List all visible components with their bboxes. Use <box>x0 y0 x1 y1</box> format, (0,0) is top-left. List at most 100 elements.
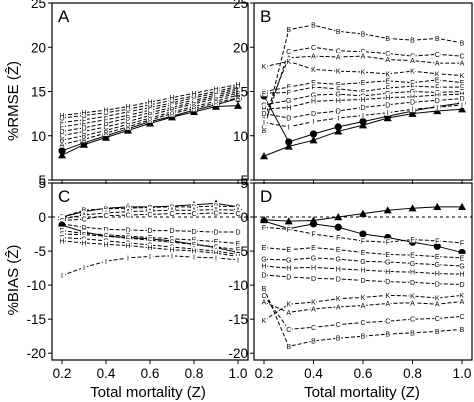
data-point-bg <box>360 91 366 99</box>
series-h: H H H H H H H H H <box>59 80 241 120</box>
series-i: I I I I I I I I I <box>59 251 241 280</box>
data-point-letter: B <box>286 344 291 351</box>
data-point-letter: G <box>385 259 390 266</box>
series-line <box>263 46 463 128</box>
data-point-bg <box>360 103 366 111</box>
series-triangle <box>260 202 466 225</box>
data-point-bg <box>434 269 441 277</box>
data-point-bg <box>384 277 391 285</box>
data-point-bg <box>360 266 366 274</box>
data-point-letter: K <box>410 69 415 76</box>
data-point-bg <box>261 270 267 278</box>
data-point-bg <box>360 248 366 256</box>
data-point-bg <box>434 96 441 104</box>
data-point-bg <box>191 253 197 261</box>
data-point-bg <box>103 115 109 123</box>
data-point-bg <box>235 209 241 217</box>
data-point-triangle <box>284 142 293 150</box>
data-point-bg <box>384 299 391 307</box>
data-point-bg <box>434 69 441 77</box>
data-point-letter: I <box>263 120 265 127</box>
data-point-letter: E <box>385 252 390 259</box>
data-point-letter: H <box>81 240 86 247</box>
data-point-bg <box>434 279 441 287</box>
data-point-letter: G <box>103 110 108 117</box>
data-point-letter: B <box>385 332 390 339</box>
data-point-letter: C <box>147 113 152 120</box>
data-point-letter: E <box>435 254 440 261</box>
data-point-letter: C <box>125 119 130 126</box>
data-point-letter: C <box>59 133 64 140</box>
data-point-letter: D <box>147 228 152 235</box>
axis-titles: %RMSE (Ẑ) %BIAS (Ẑ) Total mortality (Z) … <box>5 61 420 401</box>
data-point-letter: I <box>461 102 463 109</box>
data-point-bg <box>384 76 391 84</box>
series-e: E E E E E E E E E <box>261 243 465 262</box>
data-point-letter: C <box>311 45 316 52</box>
data-point-bg <box>360 95 366 103</box>
data-point-letter: E <box>60 124 65 131</box>
data-point-letter: I <box>237 257 239 264</box>
data-point-letter: C <box>459 54 464 61</box>
data-point-letter: K <box>361 70 366 77</box>
data-point-letter: I <box>215 255 217 262</box>
series-h: H H H H H H H H H <box>261 262 465 279</box>
x-axis-title-left: Total mortality (Z) <box>90 384 206 401</box>
data-point-bg <box>285 325 292 333</box>
data-point-bg <box>335 96 342 104</box>
series-b: B B B B B B B B B <box>261 21 465 135</box>
data-point-bg <box>335 67 342 75</box>
data-point-letter: H <box>385 269 390 276</box>
data-point-letter: I <box>83 265 85 272</box>
data-point-letter: F <box>311 232 315 239</box>
data-point-bg <box>235 239 241 247</box>
data-point-letter: C <box>81 129 86 136</box>
data-point-bg <box>335 114 342 122</box>
data-point-letter: I <box>412 107 414 114</box>
data-point-bg <box>81 127 87 135</box>
data-point-letter: H <box>410 94 415 101</box>
data-point-bg <box>384 55 391 63</box>
data-point-bg <box>409 235 416 243</box>
data-point-bg <box>360 293 366 301</box>
y-axis-title-rmse: %RMSE (Ẑ) <box>5 61 22 141</box>
data-point-letter: H <box>435 271 440 278</box>
data-point-letter: C <box>336 322 341 329</box>
data-point-bg <box>285 255 292 263</box>
data-point-letter: I <box>171 253 173 260</box>
y-tick-label: -10 <box>26 278 46 293</box>
data-point-letter: A <box>60 142 65 149</box>
data-point-bg <box>360 318 366 326</box>
data-point-letter: A <box>236 95 241 102</box>
data-point-triangle <box>309 136 318 144</box>
data-point-bg <box>125 253 131 261</box>
data-point-bg <box>335 264 342 272</box>
series-k: K K K K K K K K K <box>261 291 465 325</box>
y-tick-label: 10 <box>31 129 46 144</box>
data-point-letter: G <box>261 257 266 264</box>
y-tick-label: -20 <box>228 346 248 361</box>
data-point-letter: C <box>235 211 240 218</box>
data-point-letter: D <box>147 110 152 117</box>
data-point-letter: B <box>126 122 131 129</box>
data-point-bg <box>261 223 267 231</box>
data-point-triangle <box>383 206 392 214</box>
data-point-letter: B <box>435 329 440 336</box>
data-point-letter: F <box>435 85 439 92</box>
y-tick-label: -10 <box>228 278 248 293</box>
data-point-letter: F <box>170 101 174 108</box>
data-point-bg <box>169 209 175 217</box>
data-point-letter: D <box>191 229 196 236</box>
data-point-letter: E <box>410 253 415 260</box>
data-point-circle <box>309 130 318 138</box>
data-point-letter: E <box>262 245 267 252</box>
y-tick-label: 5 <box>38 173 46 188</box>
data-point-bg <box>409 105 416 113</box>
data-point-bg <box>103 225 109 233</box>
data-point-letter: F <box>460 240 464 247</box>
data-point-bg <box>409 36 416 44</box>
data-point-letter: D <box>435 281 440 288</box>
